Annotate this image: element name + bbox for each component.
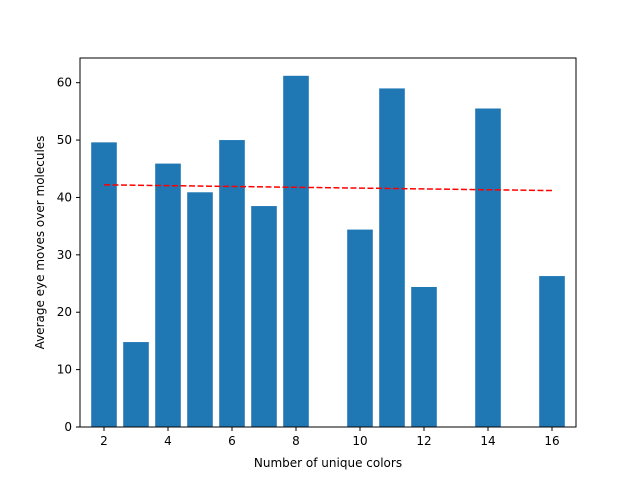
trendline-layer [103, 184, 553, 192]
y-tick-label-60: 60 [57, 76, 72, 90]
trendline [103, 184, 553, 192]
y-tick-label-30: 30 [57, 248, 72, 262]
y-tick-label-50: 50 [57, 133, 72, 147]
y-axis: 0 10 20 30 40 50 60 [57, 76, 80, 434]
y-tick-label-0: 0 [64, 420, 72, 434]
bar-2 [91, 142, 117, 428]
bar-14 [475, 108, 501, 427]
x-tick-label-2: 2 [100, 434, 108, 448]
bar-6 [219, 140, 245, 427]
y-tick-label-10: 10 [57, 363, 72, 377]
x-tick-label-16: 16 [544, 434, 559, 448]
y-tick-label-40: 40 [57, 190, 72, 204]
plot-frame [79, 57, 577, 428]
x-tick-label-6: 6 [228, 434, 236, 448]
bar-5 [187, 192, 213, 427]
bar-4 [155, 163, 181, 427]
x-axis: 2 4 6 8 10 12 14 16 [100, 427, 560, 448]
bars-layer [91, 75, 565, 428]
bar-12 [411, 286, 437, 427]
bar-10 [347, 229, 373, 427]
bar-3 [123, 342, 149, 427]
bar-16 [539, 276, 565, 427]
x-tick-label-4: 4 [164, 434, 172, 448]
y-tick-label-20: 20 [57, 305, 72, 319]
bar-11 [379, 88, 405, 428]
bar-8 [283, 75, 309, 427]
x-tick-label-12: 12 [416, 434, 431, 448]
y-axis-label: Average eye moves over molecules [33, 136, 47, 350]
bar-7 [251, 206, 277, 427]
x-tick-label-14: 14 [480, 434, 495, 448]
x-axis-label: Number of unique colors [254, 456, 402, 470]
x-tick-label-10: 10 [352, 434, 367, 448]
x-tick-label-8: 8 [292, 434, 300, 448]
